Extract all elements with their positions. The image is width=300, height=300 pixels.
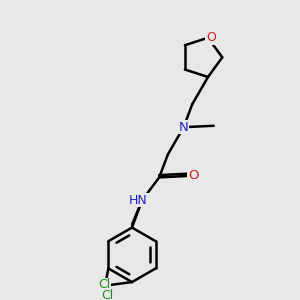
Text: HN: HN bbox=[129, 194, 148, 207]
Text: O: O bbox=[206, 31, 216, 44]
Text: O: O bbox=[188, 169, 198, 182]
Text: Cl: Cl bbox=[98, 278, 110, 291]
Text: N: N bbox=[179, 121, 188, 134]
Text: Cl: Cl bbox=[101, 289, 113, 300]
